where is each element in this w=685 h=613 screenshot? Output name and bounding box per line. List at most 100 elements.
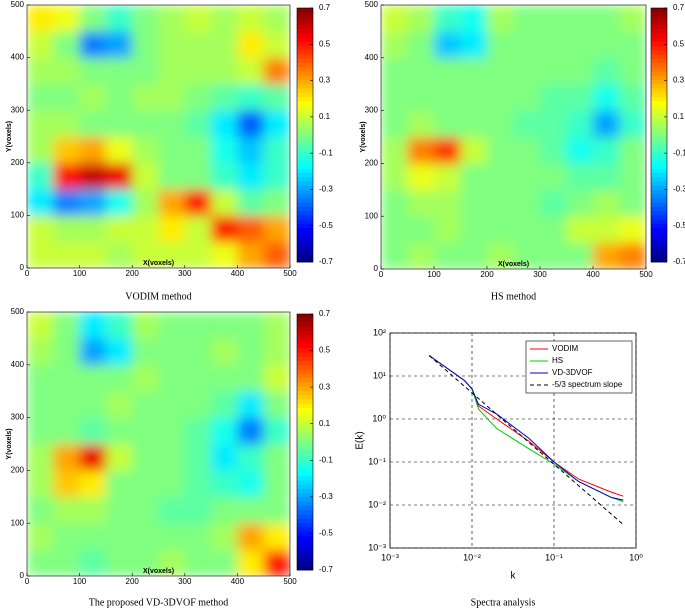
colorbar-swatch — [297, 160, 313, 166]
heatmap-cell — [211, 364, 238, 392]
colorbar-swatch — [651, 118, 667, 123]
colorbar-swatch — [651, 33, 667, 39]
heatmap-cell — [105, 241, 133, 268]
heatmap-cell — [593, 137, 620, 164]
heatmap-cell — [460, 5, 488, 32]
heatmap-cell — [381, 84, 408, 112]
heatmap-cell — [263, 110, 290, 137]
heatmap-cell — [79, 83, 107, 111]
heatmap-cell — [487, 242, 514, 269]
heatmap-cell — [158, 241, 186, 268]
heatmap-cell — [211, 549, 238, 576]
heatmap-cell — [566, 216, 594, 244]
heatmap-cell — [158, 57, 186, 85]
colorbar-swatch — [297, 514, 313, 520]
heatmap-cell — [105, 5, 133, 32]
heatmap-cell — [105, 83, 133, 111]
colorbar-swatch — [297, 198, 313, 204]
heatmap-cell — [263, 417, 290, 445]
heatmap-cell — [434, 137, 461, 164]
colorbar-swatch — [297, 253, 313, 259]
heatmap-cell — [79, 241, 107, 268]
colorbar-swatch — [651, 253, 667, 259]
colorbar-swatch — [651, 223, 667, 229]
colorbar-swatch — [651, 24, 667, 30]
colorbar-swatch — [297, 71, 313, 77]
colorbar-swatch — [297, 557, 313, 562]
colorbar-swatch — [651, 88, 667, 94]
heatmap-cell — [27, 5, 54, 32]
colorbar-swatch — [297, 420, 313, 426]
colorbar-swatch — [651, 257, 667, 263]
colorbar-swatch — [297, 118, 313, 123]
heatmap-cell — [460, 110, 488, 138]
caption: VODIM method — [125, 291, 191, 302]
heatmap-cell — [158, 470, 186, 498]
heatmap-cell — [27, 338, 54, 366]
colorbar-swatch — [651, 75, 667, 81]
colorbar-tick-label: -0.7 — [319, 565, 333, 574]
heatmap-cell — [132, 31, 159, 59]
heatmap-cell — [263, 5, 290, 32]
heatmap-cell — [237, 136, 265, 164]
heatmap-cell — [460, 137, 488, 164]
heatmap-cell — [184, 241, 212, 268]
heatmap-cell — [619, 84, 646, 112]
x-tick-label: 100 — [73, 577, 87, 586]
heatmap-cell — [434, 216, 461, 244]
heatmap-cell — [79, 136, 107, 164]
colorbar-swatch — [297, 88, 313, 94]
x-tick-label: 10⁻¹ — [545, 552, 563, 562]
heatmap-cell — [27, 215, 54, 243]
heatmap-cell — [540, 57, 567, 85]
heatmap-cell — [263, 31, 290, 59]
heatmap-cell — [158, 496, 186, 524]
colorbar-swatch — [297, 493, 313, 498]
heatmap-cell — [211, 496, 238, 524]
colorbar-swatch — [297, 177, 313, 182]
heatmap-cell — [540, 31, 567, 59]
caption: The proposed VD-3DVOF method — [89, 597, 229, 608]
colorbar-swatch — [651, 143, 667, 149]
colorbar-swatch — [297, 63, 313, 68]
colorbar-swatch — [297, 206, 313, 212]
colorbar-swatch — [297, 181, 313, 187]
heatmap-cell — [184, 83, 212, 111]
heatmap-cell — [132, 57, 159, 85]
colorbar-swatch — [297, 211, 313, 216]
heatmap-cell — [79, 496, 107, 524]
colorbar-swatch — [297, 101, 313, 106]
heatmap-cell — [237, 5, 265, 32]
heatmap-cell — [211, 241, 238, 268]
heatmap-cell — [263, 470, 290, 498]
colorbar-swatch — [297, 561, 313, 567]
colorbar-tick-label: -0.7 — [319, 257, 333, 266]
heatmap-cell — [460, 216, 488, 244]
heatmap-cell — [132, 83, 159, 111]
colorbar-swatch — [651, 67, 667, 72]
heatmap-cell — [381, 31, 408, 59]
x-tick-label: 200 — [126, 577, 140, 586]
heatmap-cell — [79, 312, 107, 339]
heatmap-cell — [211, 312, 238, 339]
colorbar-swatch — [297, 84, 313, 89]
heatmap-cell — [540, 163, 567, 191]
y-tick-label: 100 — [11, 518, 25, 527]
colorbar-swatch — [651, 219, 667, 225]
colorbar-swatch — [297, 58, 313, 64]
heatmap-cell — [434, 242, 461, 269]
heatmap-cell — [53, 549, 81, 576]
heatmap-cell — [53, 391, 81, 419]
heatmap-cell — [158, 136, 186, 164]
colorbar-swatch — [651, 164, 667, 170]
heatmap-cells — [27, 5, 290, 268]
colorbar-tick-label: -0.3 — [673, 185, 685, 194]
heatmap-cell — [105, 364, 133, 392]
heatmap-cell — [211, 110, 238, 137]
heatmap-cell — [132, 549, 159, 576]
heatmap-cell — [105, 444, 133, 471]
heatmap-cell — [27, 110, 54, 137]
colorbar-swatch — [651, 58, 667, 64]
heatmap-cell — [513, 189, 541, 217]
heatmap-cell — [53, 444, 81, 471]
